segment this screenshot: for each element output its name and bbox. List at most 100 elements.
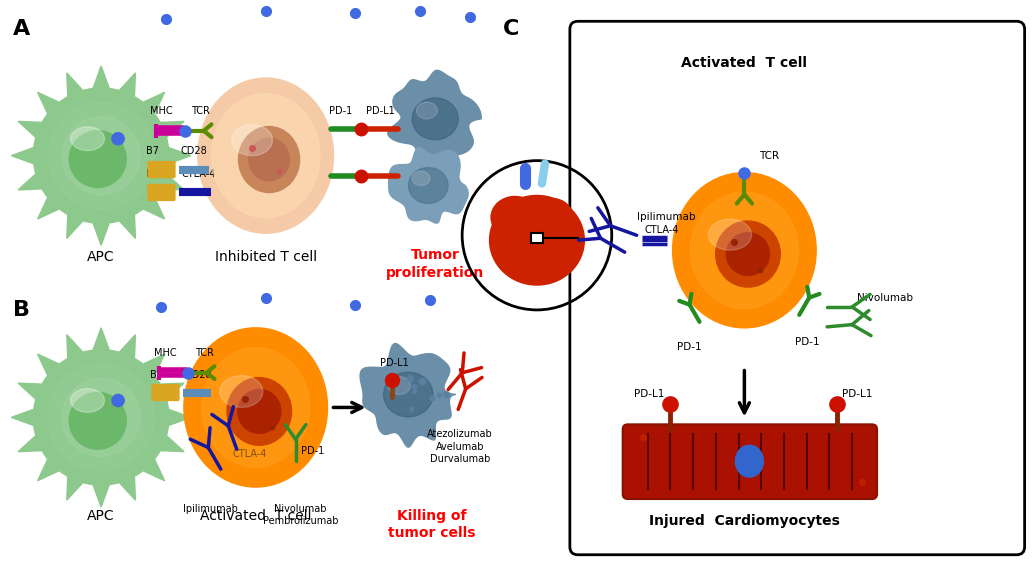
Ellipse shape xyxy=(716,221,780,287)
Text: PD-1: PD-1 xyxy=(678,342,701,352)
Text: CTLA-4: CTLA-4 xyxy=(182,168,216,178)
Ellipse shape xyxy=(227,378,291,445)
Text: C: C xyxy=(503,19,520,39)
Ellipse shape xyxy=(416,102,437,119)
Text: B7: B7 xyxy=(151,370,163,380)
Text: PD-1: PD-1 xyxy=(328,106,352,116)
Polygon shape xyxy=(144,198,164,219)
Polygon shape xyxy=(93,223,109,245)
Circle shape xyxy=(76,131,126,180)
Polygon shape xyxy=(161,121,184,137)
Polygon shape xyxy=(93,328,109,350)
Ellipse shape xyxy=(238,389,281,433)
Ellipse shape xyxy=(412,98,459,140)
Polygon shape xyxy=(19,121,41,137)
Text: Atezolizumab
Avelumab
Durvalumab: Atezolizumab Avelumab Durvalumab xyxy=(428,429,493,464)
Circle shape xyxy=(62,378,140,456)
Polygon shape xyxy=(388,147,468,223)
Polygon shape xyxy=(120,477,135,500)
Ellipse shape xyxy=(490,195,585,285)
Ellipse shape xyxy=(239,127,300,192)
Text: PD-1: PD-1 xyxy=(795,337,819,347)
Circle shape xyxy=(69,131,126,188)
Ellipse shape xyxy=(70,389,104,412)
Polygon shape xyxy=(67,215,83,238)
Text: TCR: TCR xyxy=(191,106,211,116)
Text: TCR: TCR xyxy=(195,347,214,358)
Text: CD28: CD28 xyxy=(181,146,208,156)
Polygon shape xyxy=(67,477,83,500)
Ellipse shape xyxy=(383,372,433,417)
Ellipse shape xyxy=(249,138,289,181)
Ellipse shape xyxy=(184,328,327,487)
FancyBboxPatch shape xyxy=(570,22,1025,555)
Circle shape xyxy=(112,394,124,406)
Circle shape xyxy=(62,117,140,195)
Text: MHC: MHC xyxy=(154,347,177,358)
Ellipse shape xyxy=(690,192,799,308)
Polygon shape xyxy=(93,66,109,88)
Circle shape xyxy=(48,364,155,470)
Ellipse shape xyxy=(70,127,104,150)
Polygon shape xyxy=(161,383,184,399)
Ellipse shape xyxy=(709,219,752,250)
Polygon shape xyxy=(11,409,33,426)
Ellipse shape xyxy=(198,78,334,233)
Text: TCR: TCR xyxy=(759,150,780,161)
Polygon shape xyxy=(169,409,191,426)
Polygon shape xyxy=(144,354,164,375)
Polygon shape xyxy=(144,92,164,114)
Polygon shape xyxy=(387,71,481,163)
Text: Nivolumab: Nivolumab xyxy=(857,293,913,303)
Polygon shape xyxy=(361,343,456,447)
Text: PD-L1: PD-L1 xyxy=(634,389,664,399)
Circle shape xyxy=(76,393,126,442)
Polygon shape xyxy=(120,335,135,358)
Text: B7: B7 xyxy=(147,168,159,178)
Text: APC: APC xyxy=(88,250,115,264)
FancyBboxPatch shape xyxy=(152,385,179,401)
Ellipse shape xyxy=(388,377,410,395)
Ellipse shape xyxy=(726,233,770,275)
Polygon shape xyxy=(37,198,59,219)
Text: Inhibited T cell: Inhibited T cell xyxy=(215,250,317,264)
Circle shape xyxy=(91,146,112,166)
Text: PD-L1: PD-L1 xyxy=(842,389,873,399)
Ellipse shape xyxy=(531,198,573,236)
Polygon shape xyxy=(67,73,83,96)
Ellipse shape xyxy=(212,93,320,218)
Polygon shape xyxy=(37,92,59,114)
Text: Killing of
tumor cells: Killing of tumor cells xyxy=(388,509,476,540)
Polygon shape xyxy=(161,436,184,452)
Text: CTLA-4: CTLA-4 xyxy=(645,225,679,236)
Text: Nivolumab
Pembrolizumab: Nivolumab Pembrolizumab xyxy=(262,504,339,526)
Text: CD28: CD28 xyxy=(186,370,212,380)
Circle shape xyxy=(112,133,124,145)
Ellipse shape xyxy=(491,196,539,238)
Polygon shape xyxy=(120,73,135,96)
Ellipse shape xyxy=(672,173,816,328)
Polygon shape xyxy=(67,335,83,358)
Ellipse shape xyxy=(201,347,310,467)
Polygon shape xyxy=(169,147,191,164)
Text: APC: APC xyxy=(88,509,115,523)
Polygon shape xyxy=(120,215,135,238)
Text: A: A xyxy=(13,19,31,39)
Text: PD-1: PD-1 xyxy=(301,446,323,456)
Text: Activated  T cell: Activated T cell xyxy=(200,509,312,523)
Ellipse shape xyxy=(412,171,430,185)
Polygon shape xyxy=(37,354,59,375)
Text: PD-L1: PD-L1 xyxy=(380,357,409,368)
Ellipse shape xyxy=(735,445,763,477)
Text: B7: B7 xyxy=(147,146,159,156)
Circle shape xyxy=(33,350,169,485)
Circle shape xyxy=(69,392,126,449)
Text: Ipilimumab: Ipilimumab xyxy=(184,504,239,514)
FancyBboxPatch shape xyxy=(531,233,543,243)
Polygon shape xyxy=(37,459,59,481)
Text: B: B xyxy=(13,300,30,320)
Polygon shape xyxy=(93,485,109,507)
Polygon shape xyxy=(19,436,41,452)
Ellipse shape xyxy=(231,125,273,156)
Text: Injured  Cardiomyocytes: Injured Cardiomyocytes xyxy=(649,514,840,528)
